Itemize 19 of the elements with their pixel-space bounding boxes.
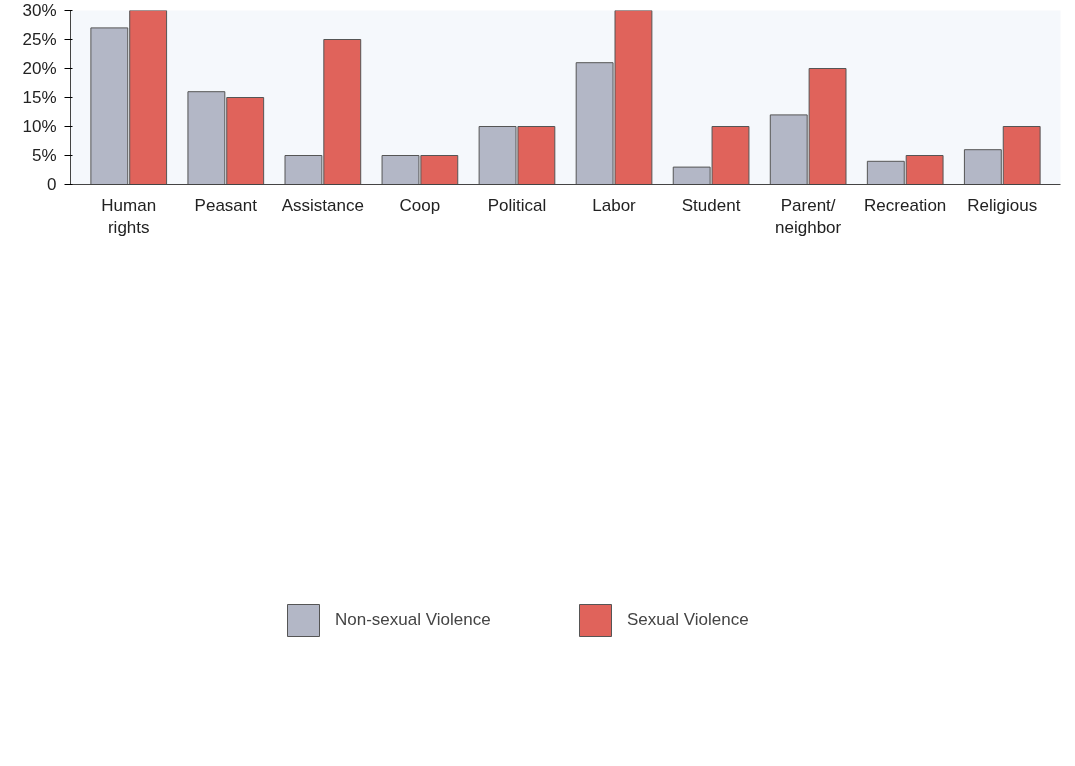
x-tick-label: Recreation	[864, 195, 947, 215]
y-tick-label: 30%	[22, 1, 57, 20]
x-tick-label: Coop	[399, 195, 441, 215]
x-tick-label: Labor	[592, 195, 637, 215]
y-tick-label: 15%	[22, 88, 57, 107]
x-tick-label: Assistance	[281, 195, 364, 215]
y-tick-label: 5%	[31, 146, 57, 165]
y-tick-label: 25%	[22, 30, 57, 49]
x-tick-label: Political	[487, 195, 547, 215]
y-tick-label: 0	[47, 175, 57, 194]
x-tick-label: Peasant	[194, 195, 258, 215]
y-tick-label: 10%	[22, 117, 57, 136]
legend-label: Sexual Violence	[627, 609, 750, 631]
y-tick-label: 20%	[22, 59, 57, 78]
x-tick-label: Human rights	[101, 195, 157, 238]
x-tick-label: Student	[681, 195, 741, 215]
x-tick-label: Parent/ neighbor	[775, 195, 842, 238]
x-tick-label: Religious	[967, 195, 1038, 215]
legend-label: Non-sexual Violence	[335, 609, 492, 631]
